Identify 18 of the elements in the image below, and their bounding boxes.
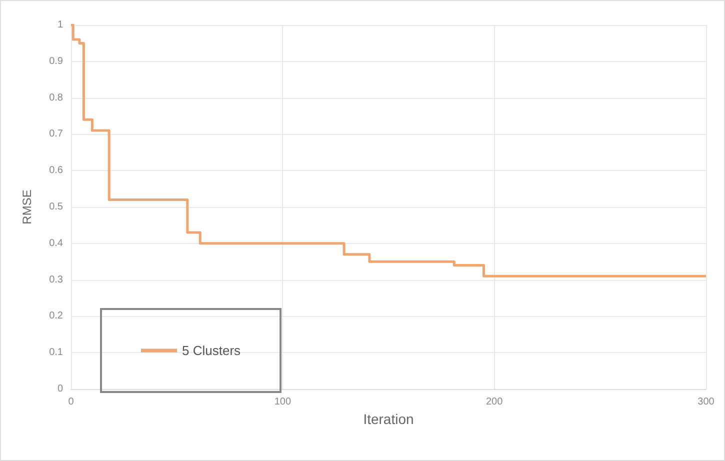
y-tick-label: 0 <box>57 384 64 394</box>
x-tick-label: 200 <box>486 396 504 408</box>
x-tick-label: 100 <box>274 396 292 408</box>
x-tick-label: 300 <box>698 396 715 408</box>
x-tick-label: 0 <box>68 396 74 408</box>
y-tick-label: 0.1 <box>49 347 64 358</box>
y-tick-label: 0.6 <box>49 165 64 176</box>
y-tick-label: 0.5 <box>49 202 64 212</box>
y-tick-label: 1 <box>57 20 64 30</box>
y-tick-label: 0.3 <box>49 274 64 286</box>
y-tick-label: 0.4 <box>49 238 64 249</box>
x-axis-title: Iteration <box>363 410 414 427</box>
y-tick-label: 0.2 <box>49 310 64 322</box>
y-tick-label: 0.9 <box>49 56 64 67</box>
y-tick-label: 0.7 <box>49 128 64 140</box>
y-axis-title: RMSE <box>20 190 34 224</box>
y-tick-label: 0.8 <box>49 92 64 104</box>
legend-label: 5 Clusters <box>182 343 242 358</box>
